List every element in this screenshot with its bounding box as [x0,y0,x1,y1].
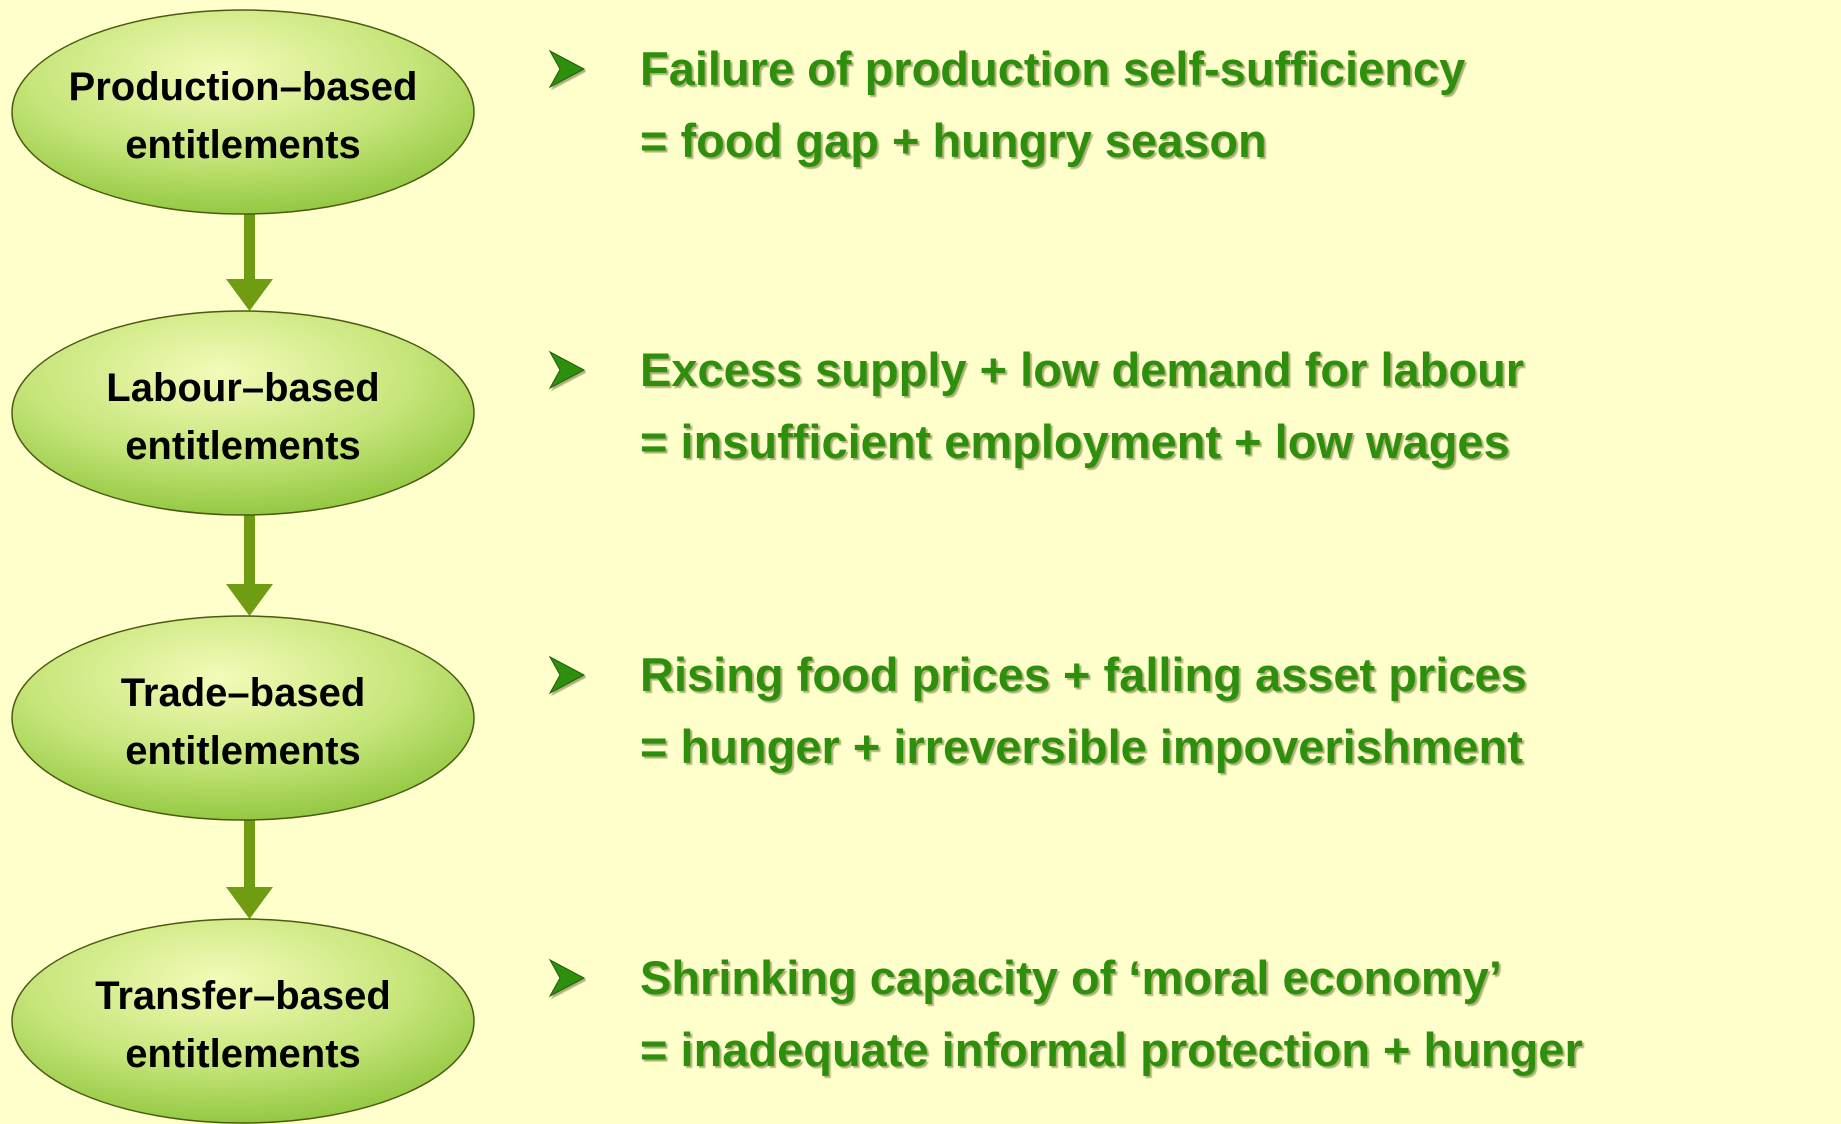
node-label: Production–based [69,65,418,109]
arrow-head [226,279,273,311]
bullet-arrow [548,655,586,695]
bullet-line: = hunger + irreversible impoverishment [640,720,1523,773]
bullet-icon [548,655,586,695]
bullet-line: Failure of production self-sufficiency [640,42,1465,95]
arrow-shaft [244,214,255,281]
arrow-shaft [244,820,255,889]
bullet-line: Shrinking capacity of ‘moral economy’ [640,951,1502,1004]
node-ellipse [11,9,475,215]
bullet-arrow [548,350,586,390]
arrow-shaft [244,515,255,586]
bullet-line: Rising food prices + falling asset price… [640,648,1527,701]
node-ellipse [11,918,475,1124]
node-label: entitlements [125,424,361,468]
node-label: entitlements [125,123,361,167]
bullet-line: Excess supply + low demand for labour [640,343,1524,396]
bullet-line: = inadequate informal protection + hunge… [640,1023,1583,1076]
bullet-icon [548,49,586,89]
bullet-line: = food gap + hungry season [640,114,1267,167]
node-label: Labour–based [106,366,379,410]
node-label: Trade–based [121,671,366,715]
bullet-icon [548,958,586,998]
arrow-head [226,584,273,616]
bullet-arrow [548,49,586,89]
bullet-line: = insufficient employment + low wages [640,415,1510,468]
bullet-icon [548,350,586,390]
node-label: Transfer–based [95,974,391,1018]
node-ellipse [11,615,475,821]
arrow-head [226,887,273,919]
node-ellipse [11,310,475,516]
bullet-arrow [548,958,586,998]
node-label: entitlements [125,1032,361,1076]
node-label: entitlements [125,729,361,773]
